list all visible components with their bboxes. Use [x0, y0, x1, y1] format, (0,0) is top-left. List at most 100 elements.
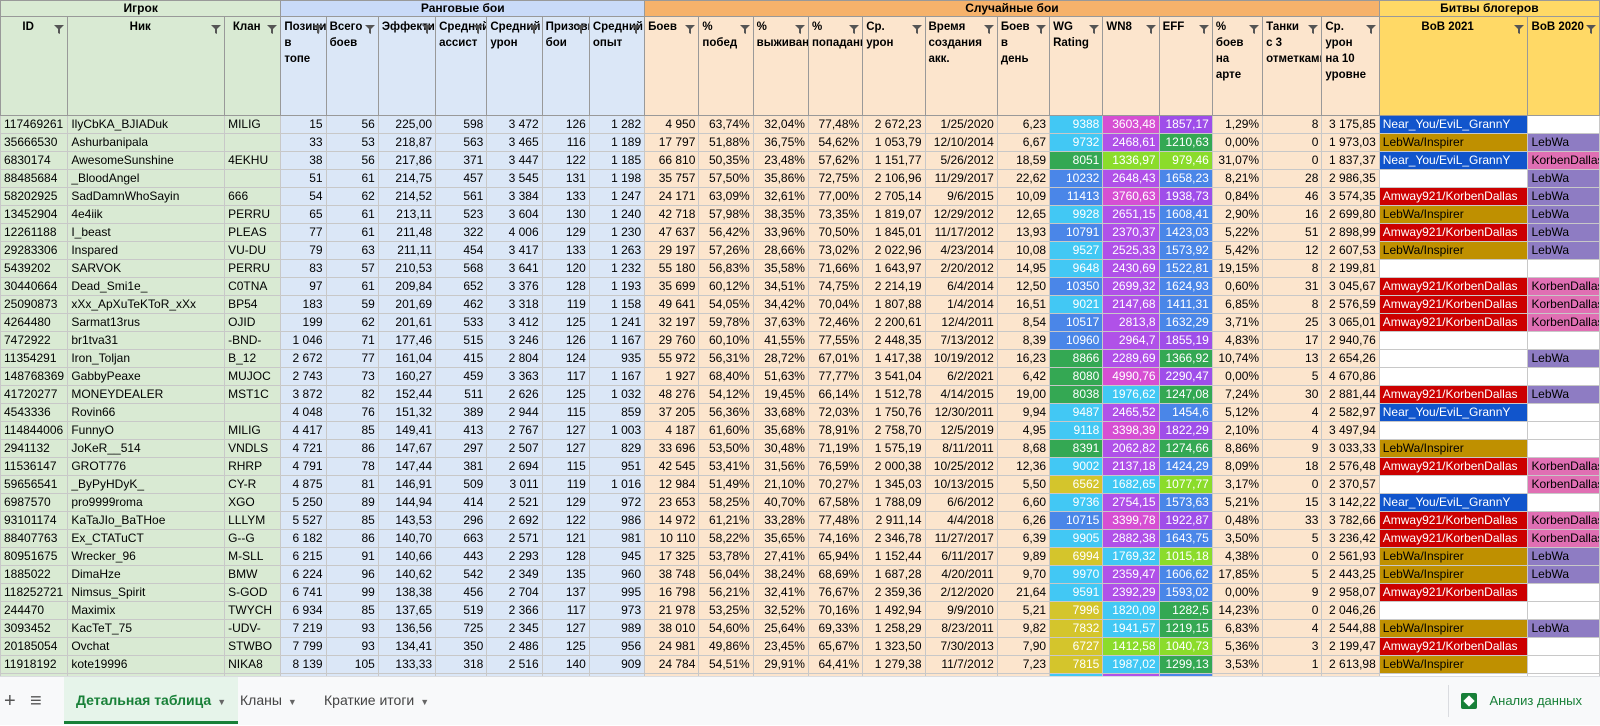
cell-win-rate[interactable]: 58,22%	[698, 529, 754, 548]
cell-ranked-battles[interactable]: 77	[325, 349, 379, 368]
cell-avg-assist[interactable]: 523	[435, 205, 488, 224]
cell-ranked-battles[interactable]: 91	[325, 547, 379, 566]
cell-prize-battles[interactable]: 127	[541, 421, 590, 440]
cell-bob-2021[interactable]: LebWa/Inspirer	[1378, 205, 1529, 224]
cell-avg-xp[interactable]: 1 247	[588, 187, 646, 206]
cell-random-avg-damage[interactable]: 1 492,94	[862, 601, 926, 620]
cell-wg-rating[interactable]: 9388	[1049, 115, 1104, 134]
cell-random-avg-damage[interactable]: 1 151,77	[862, 151, 926, 170]
cell-random-avg-damage[interactable]: 1 819,07	[862, 205, 926, 224]
cell-rank-position[interactable]: 4 791	[280, 457, 327, 476]
cell-prize-battles[interactable]: 117	[541, 367, 590, 386]
cell-account-created[interactable]: 5/26/2012	[924, 151, 998, 170]
cell-avg-damage[interactable]: 3 604	[486, 205, 543, 224]
cell-avg-xp[interactable]: 1 032	[588, 385, 646, 404]
cell-avg-damage[interactable]: 4 006	[486, 223, 543, 242]
cell-wn8[interactable]: 1682,65	[1102, 475, 1160, 494]
cell-battles[interactable]: 4 950	[644, 115, 700, 134]
cell-avg-damage[interactable]: 2 345	[486, 619, 543, 638]
cell-wn8[interactable]: 2651,15	[1102, 205, 1160, 224]
cell-clan[interactable]: STWBO	[224, 637, 282, 656]
cell-efficiency[interactable]: 211,48	[377, 223, 437, 242]
tab-summary[interactable]: Краткие итоги ▼	[324, 692, 430, 708]
cell-wn8[interactable]: 2137,18	[1102, 457, 1160, 476]
cell-prize-battles[interactable]: 122	[541, 151, 590, 170]
cell-prize-battles[interactable]: 115	[541, 457, 590, 476]
cell-clan[interactable]	[224, 169, 282, 188]
cell-nick[interactable]: KacTeT_75	[67, 619, 226, 638]
cell-random-avg-damage[interactable]: 1 345,03	[862, 475, 926, 494]
cell-rank-position[interactable]: 33	[280, 133, 327, 152]
cell-account-created[interactable]: 4/14/2015	[924, 385, 998, 404]
cell-prize-battles[interactable]: 125	[541, 385, 590, 404]
cell-hit-rate[interactable]: 67,01%	[807, 349, 864, 368]
cell-tier10-avg-damage[interactable]: 2 199,47	[1321, 637, 1380, 656]
cell-battles[interactable]: 48 276	[644, 385, 700, 404]
cell-hit-rate[interactable]: 73,02%	[807, 241, 864, 260]
cell-battles[interactable]: 17 325	[644, 547, 700, 566]
cell-eff[interactable]: 1040,73	[1158, 637, 1213, 656]
cell-tier10-avg-damage[interactable]: 2 651,49	[1321, 673, 1380, 676]
cell-wg-rating[interactable]: 9732	[1049, 133, 1104, 152]
cell-account-created[interactable]: 4/20/2011	[924, 565, 998, 584]
cell-clan[interactable]: PLEAS	[224, 223, 282, 242]
cell-win-rate[interactable]: 56,21%	[698, 583, 754, 602]
cell-rank-position[interactable]: 5 527	[280, 511, 327, 530]
cell-tier10-avg-damage[interactable]: 3 574,35	[1321, 187, 1380, 206]
column-header[interactable]: WN8	[1102, 16, 1160, 116]
cell-ranked-battles[interactable]: 76	[325, 403, 379, 422]
cell-nick[interactable]: _BloodAngel	[67, 169, 226, 188]
cell-battles[interactable]: 16 798	[644, 583, 700, 602]
cell-arty-percent[interactable]: 1,29%	[1211, 115, 1264, 134]
cell-efficiency[interactable]: 161,04	[377, 349, 437, 368]
cell-avg-xp[interactable]: 1 230	[588, 223, 646, 242]
cell-win-rate[interactable]: 61,60%	[698, 421, 754, 440]
cell-ranked-battles[interactable]: 62	[325, 187, 379, 206]
cell-avg-xp[interactable]: 973	[588, 601, 646, 620]
cell-battles[interactable]: 55 180	[644, 259, 700, 278]
filter-icon[interactable]	[631, 23, 642, 34]
cell-wg-rating[interactable]: 8866	[1049, 349, 1104, 368]
cell-eff[interactable]: 1655,62	[1158, 673, 1213, 676]
filter-icon[interactable]	[422, 23, 433, 34]
cell-win-rate[interactable]: 68,40%	[698, 367, 754, 386]
cell-tier10-avg-damage[interactable]: 2 199,81	[1321, 259, 1380, 278]
cell-bob-2020[interactable]: LebWa	[1527, 187, 1600, 206]
cell-efficiency[interactable]: 137,65	[377, 601, 437, 620]
cell-avg-damage[interactable]: 2 486	[486, 637, 543, 656]
cell-account-created[interactable]: 8/11/2011	[924, 439, 998, 458]
cell-arty-percent[interactable]: 5,21%	[1211, 493, 1264, 512]
cell-ranked-battles[interactable]: 61	[325, 205, 379, 224]
cell-eff[interactable]: 1366,92	[1158, 349, 1213, 368]
cell-win-rate[interactable]: 59,78%	[698, 313, 754, 332]
cell-prize-battles[interactable]: 121	[541, 529, 590, 548]
cell-three-mark-tanks[interactable]: 5	[1262, 565, 1323, 584]
cell-three-mark-tanks[interactable]: 5	[1262, 529, 1323, 548]
cell-win-rate[interactable]: 61,21%	[698, 511, 754, 530]
cell-avg-xp[interactable]: 1 167	[588, 331, 646, 350]
cell-arty-percent[interactable]: 3,17%	[1211, 475, 1264, 494]
cell-account-created[interactable]: 7/13/2012	[924, 331, 998, 350]
cell-avg-assist[interactable]: 414	[435, 493, 488, 512]
cell-clan[interactable]: 666	[224, 187, 282, 206]
cell-avg-assist[interactable]: 519	[435, 601, 488, 620]
cell-arty-percent[interactable]: 8,21%	[1211, 169, 1264, 188]
cell-nick[interactable]: Rovin66	[67, 403, 226, 422]
cell-random-avg-damage[interactable]: 2 758,70	[862, 421, 926, 440]
cell-arty-percent[interactable]: 10,74%	[1211, 349, 1264, 368]
cell-avg-damage[interactable]: 2 944	[486, 403, 543, 422]
cell-survival-rate[interactable]: 37,63%	[752, 313, 809, 332]
cell-hit-rate[interactable]: 78,91%	[807, 421, 864, 440]
cell-account-created[interactable]: 12/5/2019	[924, 421, 998, 440]
cell-battles-per-day[interactable]: 9,89	[996, 547, 1051, 566]
cell-nick[interactable]: _ByPyHDyK_	[67, 475, 226, 494]
cell-arty-percent[interactable]: 0,48%	[1211, 511, 1264, 530]
cell-account-created[interactable]: 11/7/2012	[924, 655, 998, 674]
cell-battles-per-day[interactable]: 7,90	[996, 637, 1051, 656]
cell-wn8[interactable]: 2468,61	[1102, 133, 1160, 152]
cell-wn8[interactable]: 2430,69	[1102, 259, 1160, 278]
cell-prize-battles[interactable]: 127	[541, 439, 590, 458]
cell-bob-2021[interactable]: Near_You/EviL_GrannY	[1378, 403, 1529, 422]
cell-nick[interactable]: GabbyPeaxe	[67, 367, 226, 386]
cell-bob-2020[interactable]	[1527, 439, 1600, 458]
